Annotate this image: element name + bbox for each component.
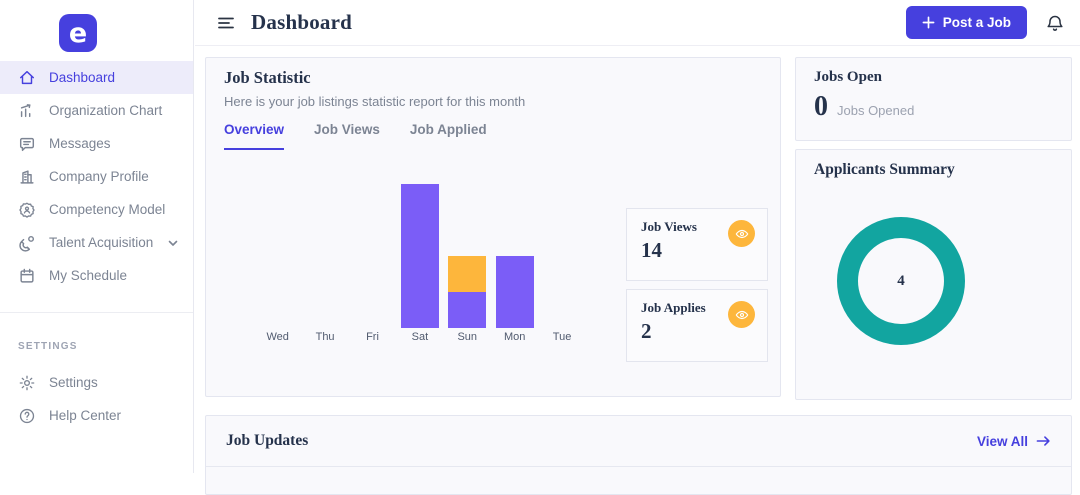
job-views-stat-box: Job Views 14 — [626, 208, 768, 281]
bar-segment-job-views[interactable] — [448, 292, 487, 328]
app-logo[interactable]: e — [59, 14, 97, 52]
topbar: Dashboard Post a Job — [195, 0, 1080, 46]
gear-icon — [19, 375, 35, 390]
jobs-open-title: Jobs Open — [814, 69, 882, 85]
bar-axis-label: Sun — [457, 331, 478, 343]
magnet-icon — [19, 235, 35, 252]
page-title: Dashboard — [251, 10, 352, 34]
bar-column-mon — [491, 184, 538, 328]
bar-segment-job-applies[interactable] — [448, 256, 487, 292]
bar-column-wed — [254, 184, 301, 328]
bar-axis-label: Sat — [411, 331, 429, 343]
view-all-link[interactable]: View All — [977, 434, 1051, 449]
eye-icon — [735, 310, 748, 319]
bar-axis-label: Tue — [552, 331, 572, 343]
sidebar-item-label: Settings — [49, 375, 98, 390]
sidebar-item-dashboard[interactable]: Dashboard — [0, 61, 193, 94]
calendar-icon — [20, 268, 34, 283]
sidebar-item-label: Talent Acquisition — [49, 235, 154, 250]
company-icon — [20, 169, 34, 184]
tab-overview[interactable]: Overview — [224, 122, 285, 150]
tab-job-views[interactable]: Job Views — [314, 122, 380, 137]
messages-icon — [19, 137, 35, 151]
org-chart-icon — [20, 103, 31, 117]
applicants-summary-card: Applicants Summary 4 — [795, 149, 1072, 400]
tab-job-applied[interactable]: Job Applied — [409, 122, 487, 137]
jobs-open-value: 0 — [814, 91, 828, 122]
sidebar-settings-menu: Settings Help Center — [0, 366, 193, 432]
bar-axis-label: Fri — [366, 331, 379, 343]
job-statistic-title: Job Statistic — [224, 68, 311, 87]
eye-icon — [735, 229, 748, 238]
sidebar-item-my-schedule[interactable]: My Schedule — [0, 259, 193, 292]
sidebar-item-label: Competency Model — [49, 202, 166, 217]
jobs-open-caption: Jobs Opened — [837, 103, 915, 118]
job-views-label: Job Views — [641, 219, 697, 234]
sidebar-menu: Dashboard Organization Chart Messages Co… — [0, 61, 193, 292]
job-statistic-tabs: Overview Job Views Job Applied — [224, 122, 487, 150]
bar-axis-label: Thu — [315, 331, 335, 343]
sidebar-item-label: Dashboard — [49, 70, 116, 85]
sidebar-item-label: Organization Chart — [49, 103, 163, 118]
notifications-bell[interactable] — [1045, 13, 1065, 33]
sidebar-item-label: Help Center — [49, 408, 122, 423]
bar-column-sun — [444, 184, 491, 328]
applicants-total: 4 — [897, 272, 905, 289]
sidebar-item-company-profile[interactable]: Company Profile — [0, 160, 193, 193]
sidebar-item-settings[interactable]: Settings — [0, 366, 193, 399]
sidebar-item-label: Company Profile — [49, 169, 149, 184]
bell-icon — [1047, 15, 1063, 31]
job-views-value: 14 — [641, 238, 662, 262]
settings-section-label: SETTINGS — [18, 341, 78, 352]
bar-column-sat — [396, 184, 443, 328]
plus-icon — [922, 16, 935, 29]
job-applies-stat-box: Job Applies 2 — [626, 289, 768, 362]
bar-column-fri — [349, 184, 396, 328]
sidebar-item-help-center[interactable]: Help Center — [0, 399, 193, 432]
view-all-label: View All — [976, 433, 1028, 449]
app-logo-letter: e — [68, 17, 88, 49]
arrow-right-icon — [1036, 436, 1050, 446]
competency-icon — [19, 202, 35, 218]
job-applies-value: 2 — [641, 319, 652, 343]
job-updates-header: Job Updates View All — [206, 416, 1071, 467]
job-applies-eye-badge[interactable] — [728, 301, 755, 328]
sidebar-item-organization-chart[interactable]: Organization Chart — [0, 94, 193, 127]
applicants-summary-title: Applicants Summary — [814, 161, 955, 178]
bar-segment-job-views[interactable] — [400, 184, 439, 328]
sidebar: e Dashboard Organization Chart Messages … — [0, 0, 194, 473]
bar-column-tue — [538, 184, 585, 328]
job-updates-card: Job Updates View All — [205, 415, 1072, 495]
post-a-job-button[interactable]: Post a Job — [905, 6, 1027, 39]
help-icon — [19, 408, 35, 423]
home-icon — [19, 70, 35, 84]
sidebar-item-label: Messages — [49, 136, 111, 151]
job-updates-title: Job Updates — [226, 432, 309, 449]
job-statistic-card: Job Statistic Here is your job listings … — [205, 57, 781, 397]
job-views-eye-badge[interactable] — [728, 220, 755, 247]
bar-chart-axis-labels: Wed Thu Fri Sat Sun Mon Tue — [254, 331, 586, 343]
bar-axis-label: Mon — [503, 331, 526, 343]
bar-column-thu — [301, 184, 348, 328]
applicants-donut-chart: 4 — [837, 217, 965, 345]
sidebar-item-talent-acquisition[interactable]: Talent Acquisition — [0, 226, 193, 259]
job-statistic-subtitle: Here is your job listings statistic repo… — [224, 94, 526, 109]
job-applies-label: Job Applies — [641, 300, 706, 315]
hamburger-menu-icon[interactable] — [217, 16, 235, 30]
chevron-down-icon[interactable] — [167, 237, 179, 249]
sidebar-item-messages[interactable]: Messages — [0, 127, 193, 160]
post-a-job-label: Post a Job — [942, 15, 1011, 30]
bar-segment-job-views[interactable] — [495, 256, 534, 328]
sidebar-item-competency-model[interactable]: Competency Model — [0, 193, 193, 226]
bar-chart — [254, 184, 586, 328]
sidebar-divider — [0, 312, 193, 313]
bar-axis-label: Wed — [266, 331, 289, 343]
jobs-open-card: Jobs Open 0 Jobs Opened — [795, 57, 1072, 141]
sidebar-item-label: My Schedule — [49, 268, 128, 283]
